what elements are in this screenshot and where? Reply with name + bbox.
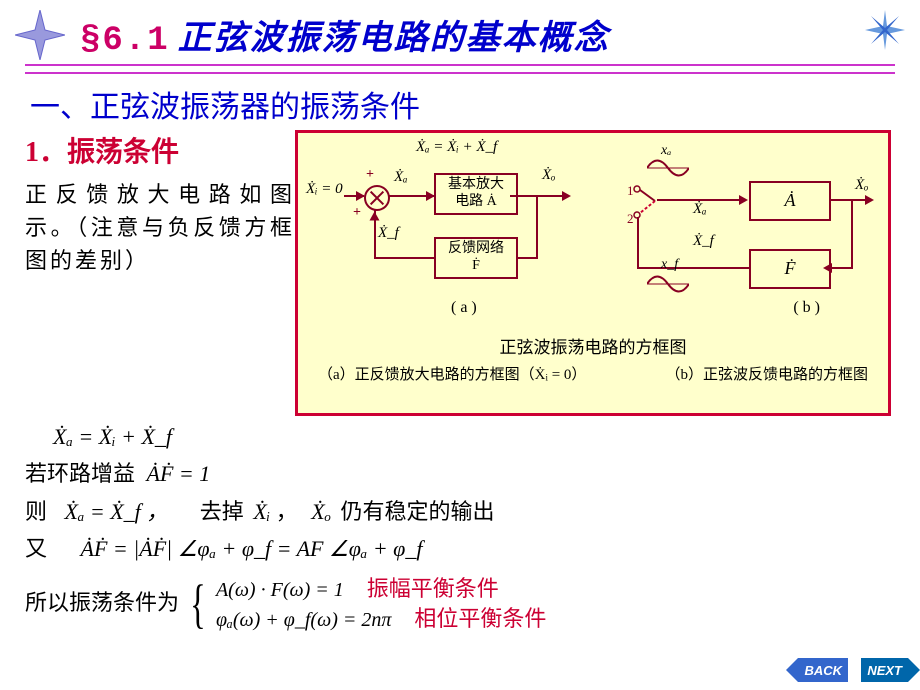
heading-2: 1．振荡条件 <box>25 130 295 170</box>
fb-line1: 反馈网络 <box>440 241 512 258</box>
block-A: Ȧ <box>749 181 831 221</box>
back-button[interactable]: BACK <box>798 658 848 682</box>
cond1-label: 振幅平衡条件 <box>367 576 499 601</box>
intro-paragraph: 正反馈放大电路如图示。（注意与负反馈方框图的差别） <box>25 178 295 277</box>
eq-row3-1: Ẋₐ = Ẋ_f ， <box>65 499 169 524</box>
star-right-icon <box>865 10 905 55</box>
block-F: Ḟ <box>749 249 831 289</box>
fig-xf: Ẋ_f <box>378 225 399 242</box>
eq-row3-comma: ， <box>276 499 298 524</box>
diagram-a: Ẋₐ = Ẋᵢ + Ẋ_f Ẋᵢ = 0 + + Ẋₐ 基本放大 电路 Ȧ Ẋₒ… <box>306 139 606 319</box>
figure-caption-a: （a）正反馈放大电路的方框图（Ẋᵢ = 0） <box>318 363 586 384</box>
amplifier-block: 基本放大 电路 Ȧ <box>434 173 518 215</box>
sine-wave-top-icon <box>647 157 689 179</box>
diagram-b: xₐ 1 2 Ẋₐ Ȧ Ẋₒ Ḟ <box>615 139 880 319</box>
label-b: ( b ) <box>793 299 820 317</box>
eq-row5-pre: 所以振荡条件为 <box>25 589 179 614</box>
cond1-eq: A(ω) · F(ω) = 1 <box>216 579 344 601</box>
eq-row2: ȦḞ = 1 <box>147 461 211 486</box>
figure-caption-main: 正弦波振荡电路的方框图 <box>298 333 888 358</box>
divider <box>25 64 895 74</box>
label-a: ( a ) <box>451 299 477 317</box>
amp-line1: 基本放大 <box>440 177 512 194</box>
equation-area: Ẋₐ = Ẋᵢ + Ẋ_f 若环路增益 ȦḞ = 1 则 Ẋₐ = Ẋ_f ， … <box>0 416 920 637</box>
eq-row3-xi: Ẋᵢ <box>253 499 270 524</box>
fig-b-xf: Ẋ_f <box>693 233 714 250</box>
eq-row2-pre: 若环路增益 <box>25 461 135 486</box>
eq-row3-xo: Ẋₒ <box>311 499 331 524</box>
star-left-icon <box>15 10 65 65</box>
eq-row3-end: 仍有稳定的输出 <box>340 499 494 524</box>
fig-b-xf-sine-label: x_f <box>661 257 678 273</box>
eq-row3-pre: 则 <box>25 499 47 524</box>
fig-eq-top: Ẋₐ = Ẋᵢ + Ẋ_f <box>416 139 497 156</box>
fig-b-xa: Ẋₐ <box>693 201 707 218</box>
heading-1: 一、正弦波振荡器的振荡条件 <box>0 82 920 126</box>
fig-xi: Ẋᵢ = 0 <box>306 181 343 198</box>
feedback-block: 反馈网络 Ḟ <box>434 237 518 279</box>
brace-icon: { <box>190 583 206 626</box>
block-diagram-figure: Ẋₐ = Ẋᵢ + Ẋ_f Ẋᵢ = 0 + + Ẋₐ 基本放大 电路 Ȧ Ẋₒ… <box>295 130 891 416</box>
plus-sign-2: + <box>353 205 361 221</box>
eq-row4: ȦḞ = |ȦḞ| ∠φₐ + φ_f = AF ∠φₐ + φ_f <box>81 536 423 561</box>
next-button[interactable]: NEXT <box>861 658 908 682</box>
section-title: 正弦波振荡电路的基本概念 <box>178 10 610 59</box>
eq-row1: Ẋₐ = Ẋᵢ + Ẋ_f <box>53 424 172 449</box>
amp-line2: 电路 Ȧ <box>440 194 512 211</box>
fig-xo: Ẋₒ <box>542 167 555 184</box>
eq-row4-pre: 又 <box>25 536 47 561</box>
eq-row3-mid: 去掉 <box>200 499 244 524</box>
section-number: §6.1 <box>80 22 170 60</box>
title-row: §6.1 正弦波振荡电路的基本概念 <box>0 0 920 60</box>
cond2-label: 相位平衡条件 <box>414 606 546 631</box>
fb-line2: Ḟ <box>440 258 512 275</box>
plus-sign-1: + <box>366 167 374 183</box>
figure-caption-b: （b）正弦波反馈电路的方框图 <box>665 363 868 384</box>
fig-b-xo: Ẋₒ <box>855 177 868 194</box>
summing-junction-icon <box>364 185 390 211</box>
sine-wave-bottom-icon <box>647 273 689 295</box>
cond2-eq: φₐ(ω) + φ_f(ω) = 2nπ <box>216 609 391 631</box>
fig-xa: Ẋₐ <box>394 169 408 186</box>
switch-icon <box>633 183 661 221</box>
